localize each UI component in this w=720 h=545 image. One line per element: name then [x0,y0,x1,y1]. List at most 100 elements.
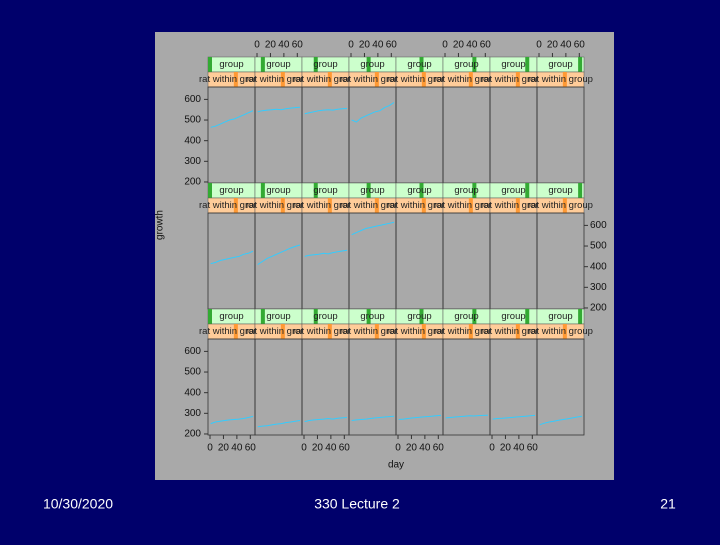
x-tick-label: 20 [218,443,230,454]
strip-marker [327,72,332,87]
x-tick-label: 40 [231,443,243,454]
x-tick-label: 0 [442,40,448,51]
strip-marker [327,324,332,339]
x-tick-label: 0 [536,40,542,51]
x-tick-label: 20 [406,443,418,454]
strip-marker [233,324,238,339]
growth-line [210,110,254,128]
strip-marker [374,72,379,87]
x-tick-label: 20 [453,40,465,51]
strip-label: group [454,185,478,196]
strip-marker [515,324,520,339]
growth-line [351,415,395,421]
x-tick-label: 60 [386,40,398,51]
strip-marker [374,324,379,339]
strip-label: group [454,59,478,70]
strip-label: rat within group [528,74,593,85]
strip-label: rat within group [340,74,405,85]
strip-marker [515,72,520,87]
strip-marker [280,324,285,339]
strip-label: rat within group [528,200,593,211]
strip-marker [208,183,212,198]
y-tick-label: 500 [184,367,201,378]
strip-label: rat within group [199,326,264,337]
strip-marker [578,309,583,324]
strip-label: rat within group [434,74,499,85]
strip-marker [260,183,265,198]
strip-label: group [360,311,384,322]
strip-marker [313,309,318,324]
x-tick-label: 20 [500,443,512,454]
strip-label: group [219,185,243,196]
strip-label: rat within group [387,326,452,337]
strip-label: group [313,185,337,196]
x-tick-label: 0 [207,443,213,454]
strip-label: rat within group [340,326,405,337]
growth-line [210,250,254,265]
strip-marker [233,72,238,87]
strip-marker [421,72,426,87]
x-tick-label: 20 [312,443,324,454]
x-tick-label: 20 [265,40,277,51]
x-tick-label: 0 [254,40,260,51]
growth-line [304,417,348,423]
strip-marker [313,183,318,198]
strip-marker [419,57,424,72]
strip-marker [280,72,285,87]
strip-marker [578,183,583,198]
x-tick-label: 40 [325,443,337,454]
strip-marker [327,198,332,213]
strip-marker [419,183,424,198]
strip-marker [260,57,265,72]
strip-label: group [266,59,290,70]
y-axis-label: growth [155,210,166,240]
growth-line [539,415,583,426]
strip-marker [260,309,265,324]
x-tick-label: 40 [419,443,431,454]
strip-label: group [407,59,431,70]
strip-marker [472,183,477,198]
strip-label: group [360,59,384,70]
panel [536,338,585,436]
strip-marker [525,57,530,72]
y-tick-label: 600 [590,220,607,231]
strip-marker [208,309,212,324]
strip-marker [421,324,426,339]
strip-marker [366,57,371,72]
strip-label: group [313,311,337,322]
strip-marker [366,309,371,324]
strip-label: rat within group [340,200,405,211]
strip-label: group [219,311,243,322]
strip-marker [468,198,473,213]
strip-marker [468,72,473,87]
x-tick-label: 0 [489,443,495,454]
x-tick-label: 20 [359,40,371,51]
strip-label: rat within group [387,200,452,211]
strip-label: rat within group [434,326,499,337]
strip-marker [472,57,477,72]
strip-label: group [219,59,243,70]
x-tick-label: 0 [348,40,354,51]
strip-marker [419,309,424,324]
growth-line [257,244,301,266]
y-tick-label: 500 [590,241,607,252]
growth-line [445,414,489,419]
strip-label: rat within group [246,200,311,211]
y-tick-label: 200 [184,429,201,440]
y-tick-label: 500 [184,115,201,126]
strip-marker [366,183,371,198]
y-tick-label: 400 [590,261,607,272]
strip-label: rat within group [293,326,358,337]
y-tick-label: 200 [184,177,201,188]
x-tick-label: 60 [339,443,351,454]
strip-label: group [501,185,525,196]
strip-label: rat within group [528,326,593,337]
strip-marker [233,198,238,213]
strip-marker [208,57,212,72]
strip-marker [468,324,473,339]
x-tick-label: 60 [245,443,257,454]
strip-marker [525,309,530,324]
strip-label: rat within group [387,74,452,85]
strip-label: rat within group [434,200,499,211]
strip-label: group [548,185,572,196]
